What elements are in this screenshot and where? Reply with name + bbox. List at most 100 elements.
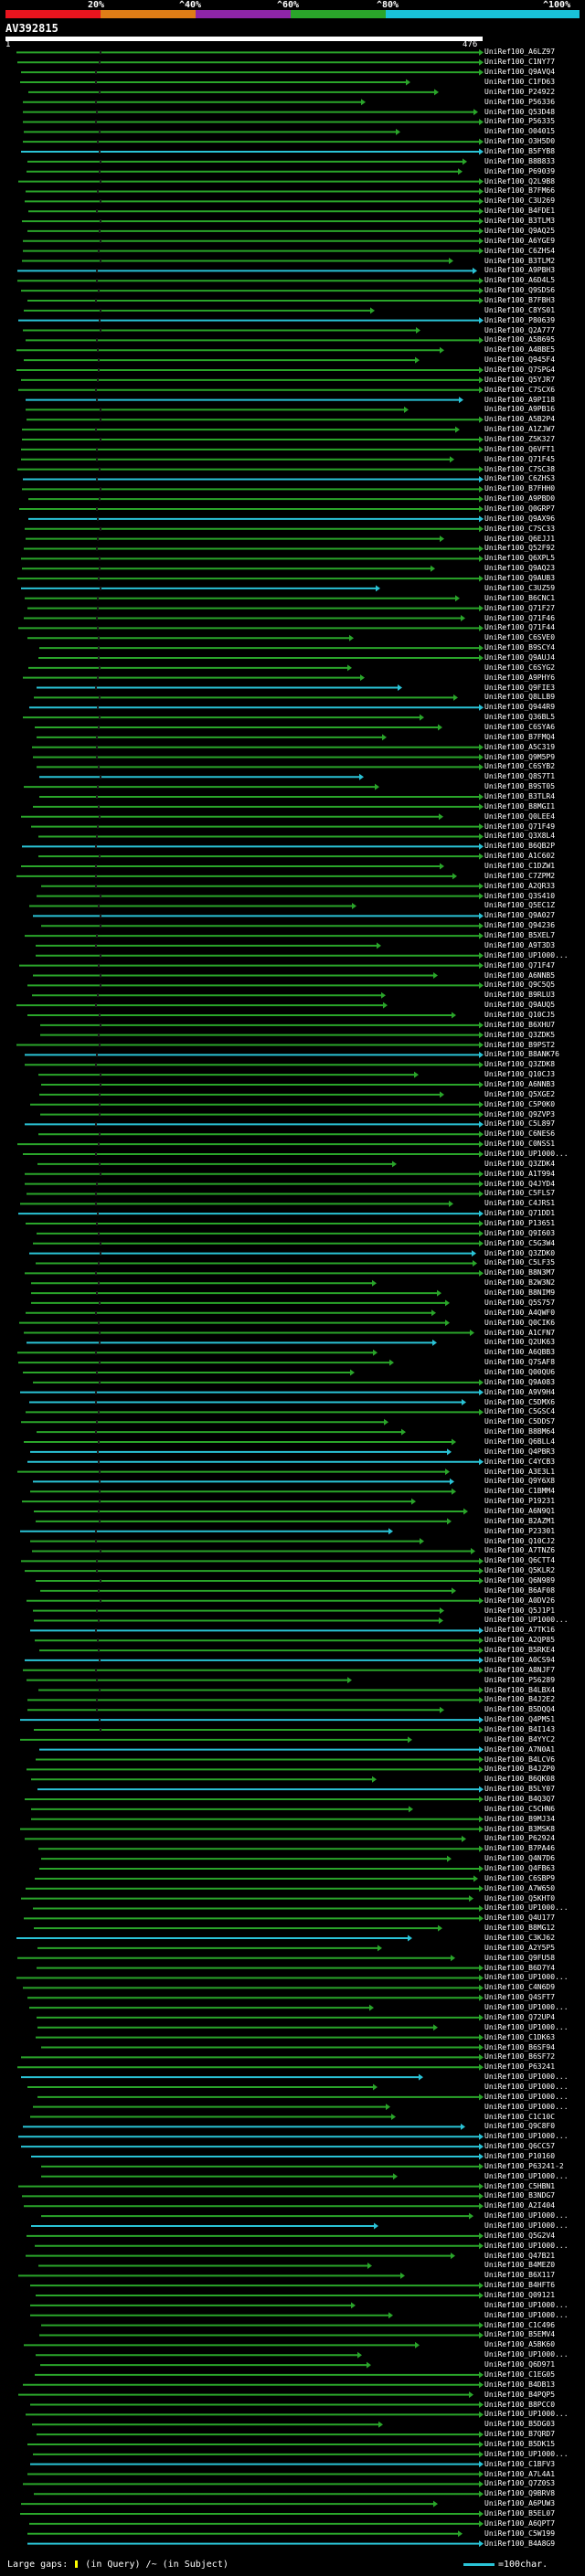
hit-label[interactable]: UniRef100_Q4N7D6 [484, 1854, 556, 1863]
hit-label[interactable]: UniRef100_Q5G2V4 [484, 2231, 556, 2240]
hit-label[interactable]: UniRef100_Q9AVQ4 [484, 68, 556, 77]
hit-label[interactable]: UniRef100_C8YS01 [484, 305, 556, 314]
hit-label[interactable]: UniRef100_Q10CJ3 [484, 1070, 556, 1079]
hit-label[interactable]: UniRef100_Q945F4 [484, 355, 556, 365]
hit-label[interactable]: UniRef100_B5DK15 [484, 2439, 556, 2448]
hit-label[interactable]: UniRef100_C1EG05 [484, 2369, 556, 2379]
hit-label[interactable]: UniRef100_Q6CTT4 [484, 1556, 556, 1565]
hit-label[interactable]: UniRef100_B3NDG7 [484, 2191, 556, 2200]
hit-label[interactable]: UniRef100_B3TLR4 [484, 792, 556, 800]
hit-label[interactable]: UniRef100_C7SCX6 [484, 385, 556, 394]
hit-label[interactable]: UniRef100_UP1000... [484, 2003, 569, 2012]
hit-label[interactable]: UniRef100_B7FBH3 [484, 295, 556, 304]
hit-label[interactable]: UniRef100_Q9AUJ4 [484, 652, 556, 662]
hit-label[interactable]: UniRef100_B6SF72 [484, 2052, 556, 2062]
hit-label[interactable]: UniRef100_Q0LEE4 [484, 811, 556, 821]
hit-label[interactable]: UniRef100_Q71F45 [484, 454, 556, 463]
hit-label[interactable]: UniRef100_A7TNZ6 [484, 1546, 556, 1555]
hit-label[interactable]: UniRef100_B7FMQ4 [484, 732, 556, 741]
hit-label[interactable]: UniRef100_A5B695 [484, 335, 556, 345]
hit-label[interactable]: UniRef100_B4YYC2 [484, 1734, 556, 1744]
hit-label[interactable]: UniRef100_C5GSC4 [484, 1407, 556, 1416]
hit-label[interactable]: UniRef100_A5BK60 [484, 2340, 556, 2349]
hit-label[interactable]: UniRef100_Q944R9 [484, 703, 556, 712]
hit-label[interactable]: UniRef100_B8NIM9 [484, 1288, 556, 1298]
hit-label[interactable]: UniRef100_B8PCC0 [484, 2400, 556, 2409]
hit-label[interactable]: UniRef100_A4QWF0 [484, 1308, 556, 1317]
hit-label[interactable]: UniRef100_A6D4L5 [484, 276, 556, 285]
hit-label[interactable]: UniRef100_B4FDE1 [484, 207, 556, 216]
hit-label[interactable]: UniRef100_A9PBH3 [484, 266, 556, 275]
hit-label[interactable]: UniRef100_A1T994 [484, 1169, 556, 1178]
hit-label[interactable]: UniRef100_UP1000... [484, 2072, 569, 2082]
hit-label[interactable]: UniRef100_UP1000... [484, 2102, 569, 2111]
hit-label[interactable]: UniRef100_B8MGI1 [484, 801, 556, 811]
hit-label[interactable]: UniRef100_Q9A083 [484, 1377, 556, 1386]
hit-label[interactable]: UniRef100_A6LZ97 [484, 48, 556, 57]
hit-label[interactable]: UniRef100_Q52F92 [484, 544, 556, 553]
hit-label[interactable]: UniRef100_C5DMX6 [484, 1397, 556, 1406]
hit-label[interactable]: UniRef100_Q9I603 [484, 1228, 556, 1237]
hit-label[interactable]: UniRef100_Q2L9B8 [484, 176, 556, 186]
hit-label[interactable]: UniRef100_C5CHN6 [484, 1804, 556, 1813]
hit-label[interactable]: UniRef100_UP1000... [484, 2449, 569, 2458]
hit-label[interactable]: UniRef100_Q2A777 [484, 325, 556, 334]
hit-label[interactable]: UniRef100_A1CFN7 [484, 1328, 556, 1337]
hit-label[interactable]: UniRef100_Q6EJJ1 [484, 534, 556, 543]
hit-label[interactable]: UniRef100_Q5YJR7 [484, 375, 556, 384]
hit-label[interactable]: UniRef100_B5EMV4 [484, 2330, 556, 2339]
hit-label[interactable]: UniRef100_UP1000... [484, 2092, 569, 2101]
hit-label[interactable]: UniRef100_B6D7Y4 [484, 1963, 556, 1972]
hit-label[interactable]: UniRef100_C4N6D9 [484, 1983, 556, 1992]
hit-label[interactable]: UniRef100_B9ST05 [484, 782, 556, 791]
hit-label[interactable]: UniRef100_C1DZW1 [484, 862, 556, 871]
hit-label[interactable]: UniRef100_B6AF08 [484, 1585, 556, 1595]
hit-label[interactable]: UniRef100_UP1000... [484, 2022, 569, 2031]
hit-label[interactable]: UniRef100_UP1000... [484, 1903, 569, 1913]
hit-label[interactable]: UniRef100_B2W3N2 [484, 1278, 556, 1288]
hit-label[interactable]: UniRef100_A3E3L1 [484, 1467, 556, 1476]
hit-label[interactable]: UniRef100_Q9C8F0 [484, 2122, 556, 2131]
hit-label[interactable]: UniRef100_UP1000... [484, 2132, 569, 2141]
hit-label[interactable]: UniRef100_C1NY77 [484, 58, 556, 67]
hit-label[interactable]: UniRef100_Q6BLL4 [484, 1436, 556, 1446]
hit-label[interactable]: UniRef100_C0NSS1 [484, 1140, 556, 1149]
hit-label[interactable]: UniRef100_Q71F46 [484, 613, 556, 622]
hit-label[interactable]: UniRef100_C6SYG2 [484, 663, 556, 672]
hit-label[interactable]: UniRef100_Q9SDS6 [484, 286, 556, 295]
hit-label[interactable]: UniRef100_UP1000... [484, 2082, 569, 2091]
hit-label[interactable]: UniRef100_Q9ZVP3 [484, 1109, 556, 1118]
hit-label[interactable]: UniRef100_UP1000... [484, 2300, 569, 2309]
hit-label[interactable]: UniRef100_Q3ZDK4 [484, 1159, 556, 1168]
hit-label[interactable]: UniRef100_C1C496 [484, 2320, 556, 2329]
hit-label[interactable]: UniRef100_UP1000... [484, 2410, 569, 2419]
hit-label[interactable]: UniRef100_A6NNB5 [484, 970, 556, 980]
hit-label[interactable]: UniRef100_C5DDS7 [484, 1417, 556, 1426]
hit-label[interactable]: UniRef100_UP1000... [484, 2241, 569, 2250]
hit-label[interactable]: UniRef100_B6QB2P [484, 842, 556, 851]
hit-label[interactable]: UniRef100_B8ANK76 [484, 1050, 559, 1059]
hit-label[interactable]: UniRef100_A9V9H4 [484, 1387, 556, 1396]
hit-label[interactable]: UniRef100_Q4PM51 [484, 1715, 556, 1724]
hit-label[interactable]: UniRef100_P19231 [484, 1497, 556, 1506]
hit-label[interactable]: UniRef100_C5HBN1 [484, 2181, 556, 2190]
hit-label[interactable]: UniRef100_Q9FIE3 [484, 683, 556, 692]
hit-label[interactable]: UniRef100_B5LY07 [484, 1785, 556, 1794]
hit-label[interactable]: UniRef100_B3MSK8 [484, 1824, 556, 1833]
hit-label[interactable]: UniRef100_B7PA46 [484, 1844, 556, 1853]
hit-label[interactable]: UniRef100_A0CS94 [484, 1655, 556, 1664]
hit-label[interactable]: UniRef100_P13651 [484, 1219, 556, 1228]
hit-label[interactable]: UniRef100_A9PHY6 [484, 673, 556, 682]
hit-label[interactable]: UniRef100_Q6D971 [484, 2360, 556, 2369]
hit-label[interactable]: UniRef100_Q7SAF8 [484, 1358, 556, 1367]
hit-label[interactable]: UniRef100_Q71F27 [484, 603, 556, 612]
hit-label[interactable]: UniRef100_B8N3M7 [484, 1268, 556, 1277]
hit-label[interactable]: UniRef100_Q0GRP7 [484, 504, 556, 514]
hit-label[interactable]: UniRef100_B3TLM3 [484, 217, 556, 226]
hit-label[interactable]: UniRef100_Q4PBR3 [484, 1447, 556, 1456]
hit-label[interactable]: UniRef100_UP1000... [484, 2310, 569, 2319]
hit-label[interactable]: UniRef100_B9MJ34 [484, 1814, 556, 1823]
hit-label[interactable]: UniRef100_Q4FB63 [484, 1864, 556, 1872]
hit-label[interactable]: UniRef100_B9RLU3 [484, 991, 556, 1000]
hit-label[interactable]: UniRef100_A6PUW3 [484, 2499, 556, 2508]
